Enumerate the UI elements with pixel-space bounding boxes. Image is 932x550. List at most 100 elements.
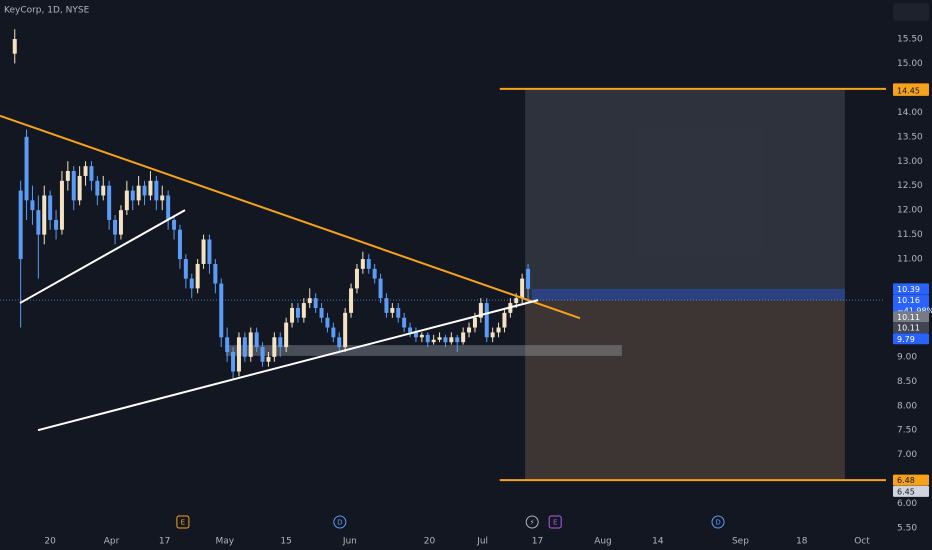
y-tick-label: 13.50 xyxy=(897,132,923,142)
x-tick-label: 15 xyxy=(280,537,291,547)
candle-body xyxy=(201,239,206,264)
candle-body xyxy=(278,337,283,348)
candle-body xyxy=(101,185,106,196)
candle-body xyxy=(472,317,477,328)
candle-body xyxy=(301,303,306,318)
candle-body xyxy=(413,332,418,338)
candle-body xyxy=(431,339,436,343)
x-tick-label: Aug xyxy=(594,537,612,547)
candle-body xyxy=(136,185,141,201)
candle-body xyxy=(248,332,253,357)
candle-body xyxy=(142,185,147,196)
candle-body xyxy=(107,185,112,220)
y-tick-label: 7.00 xyxy=(897,450,917,460)
zone xyxy=(225,345,622,356)
candle-body xyxy=(360,259,365,269)
y-tick-label: 6.00 xyxy=(897,499,917,509)
x-tick-label: May xyxy=(215,537,234,547)
candle-body xyxy=(349,288,354,313)
price-badge-label: 10.39 xyxy=(897,285,920,294)
candle-body xyxy=(18,190,23,260)
candle-body xyxy=(148,180,153,196)
x-tick-label: 20 xyxy=(424,537,436,547)
candle-body xyxy=(319,307,324,318)
x-tick-label: 18 xyxy=(796,537,808,547)
candle-body xyxy=(502,312,507,328)
candle-body xyxy=(490,332,495,338)
x-tick-label: Jun xyxy=(342,537,357,547)
candle-body xyxy=(514,298,519,304)
candle-body xyxy=(331,327,336,338)
price-badge xyxy=(893,311,929,323)
event-icon xyxy=(176,515,190,529)
candle-body xyxy=(130,190,135,201)
event-icon xyxy=(548,515,562,529)
event-label: ⚡ xyxy=(530,519,535,527)
x-tick-label: Jul xyxy=(476,537,488,547)
x-tick-label: 17 xyxy=(532,537,543,547)
plot: E D ⚡ E D xyxy=(0,29,890,529)
candle-body xyxy=(402,317,407,328)
price-badge xyxy=(893,322,929,334)
price-badge-label: 14.45 xyxy=(897,86,920,95)
candle-body xyxy=(195,263,200,289)
candle-body xyxy=(118,210,123,235)
candle-body xyxy=(225,337,230,352)
candle-body xyxy=(77,175,82,201)
trendline xyxy=(19,209,186,304)
event-icon xyxy=(525,515,539,529)
candle-body xyxy=(42,195,47,235)
candle-body xyxy=(390,307,395,313)
candle-body xyxy=(467,327,472,333)
candle-body xyxy=(290,307,295,323)
candle-body xyxy=(461,332,466,343)
candle-body xyxy=(260,347,265,362)
candle-body xyxy=(83,166,88,176)
candle-body xyxy=(437,337,442,340)
settings-button[interactable] xyxy=(893,3,929,21)
candle-body xyxy=(295,307,300,318)
candle-body xyxy=(166,195,171,220)
candle-body xyxy=(272,337,277,357)
price-badge xyxy=(893,84,929,96)
candle-body xyxy=(231,351,236,372)
candle-body xyxy=(307,298,312,304)
candle-body xyxy=(372,268,377,279)
candle-body xyxy=(396,307,401,318)
x-tick-label: Apr xyxy=(104,537,120,547)
candle-body xyxy=(337,337,342,348)
candle-body xyxy=(160,195,165,201)
candle-body xyxy=(520,278,525,299)
candle-body xyxy=(484,303,489,338)
candle-body xyxy=(172,219,177,230)
event-icon xyxy=(711,515,725,529)
candle-body xyxy=(266,356,271,362)
y-tick-label: 12.50 xyxy=(897,181,923,191)
candle-body xyxy=(65,171,70,181)
candle-body xyxy=(325,317,330,328)
y-tick-label: 8.00 xyxy=(897,401,917,411)
trendline xyxy=(0,114,581,320)
x-tick-label: Sep xyxy=(732,537,749,547)
candle-body xyxy=(177,229,182,260)
candle-body xyxy=(154,180,159,201)
y-tick-label: 12.00 xyxy=(897,206,923,216)
y-tick-label: 13.00 xyxy=(897,157,923,167)
candle-body xyxy=(343,312,348,348)
event-label: E xyxy=(181,519,185,527)
candle-body xyxy=(478,303,483,318)
price-badge-label: 6.48 xyxy=(897,476,915,485)
candle-body xyxy=(284,322,289,348)
x-tick-label: 20 xyxy=(44,537,56,547)
candle-body xyxy=(95,180,100,196)
candle-body xyxy=(384,298,389,313)
price-badge-label: 10.11 xyxy=(897,313,920,322)
event-icon xyxy=(333,515,347,529)
candle-body xyxy=(24,136,29,201)
candle-body xyxy=(12,39,17,54)
x-tick-label: 14 xyxy=(652,537,664,547)
chart-title: KeyCorp, 1D, NYSE xyxy=(4,6,90,16)
candle-body xyxy=(189,278,194,289)
candle-body xyxy=(89,166,94,181)
